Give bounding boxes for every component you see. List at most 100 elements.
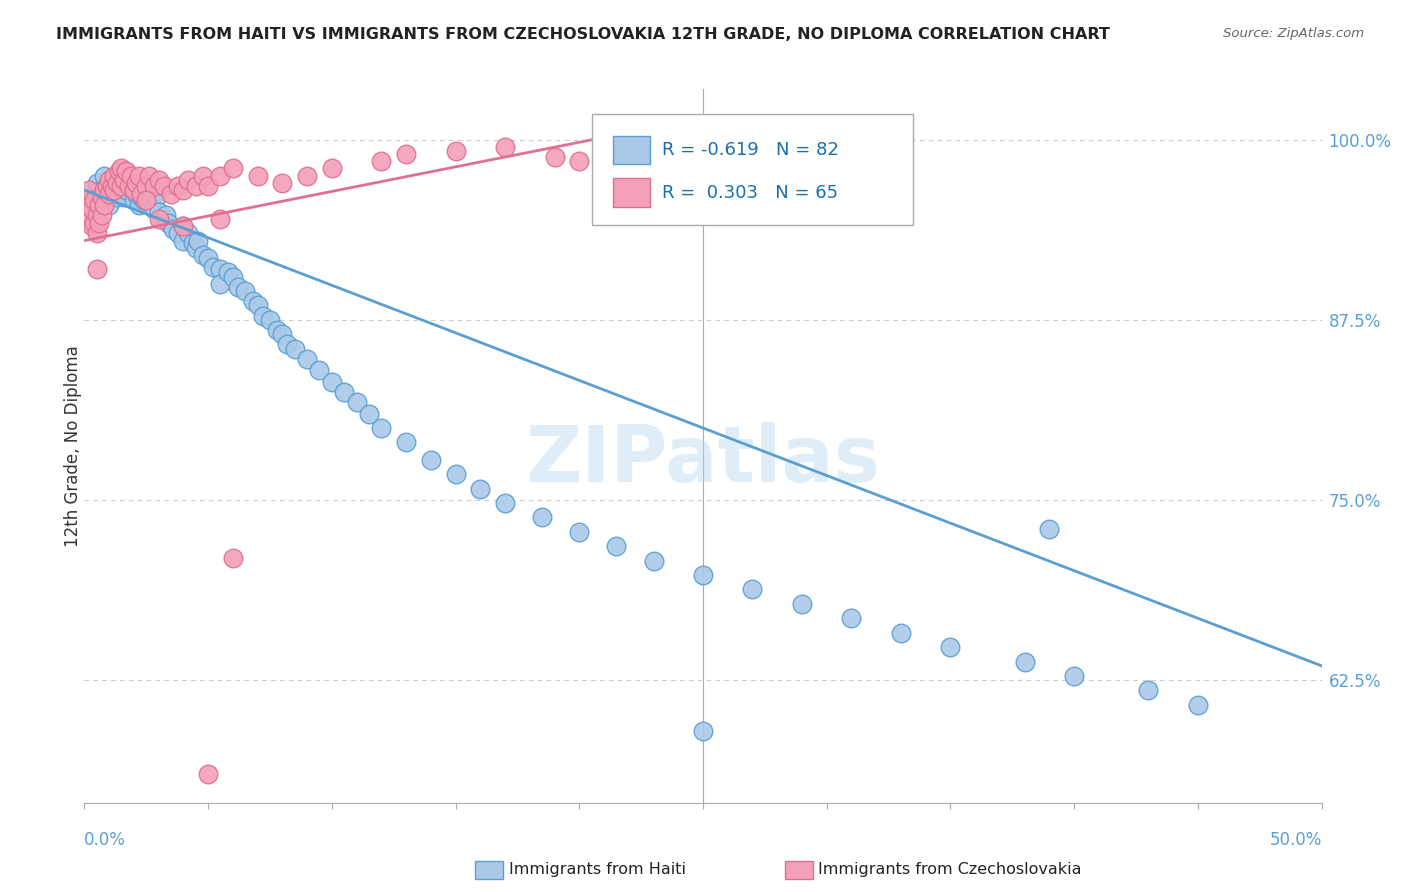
Point bbox=[120, 178, 142, 193]
Point bbox=[135, 178, 157, 193]
Point bbox=[209, 277, 232, 291]
Point bbox=[83, 216, 105, 230]
Point bbox=[155, 208, 177, 222]
Point bbox=[494, 496, 516, 510]
Point bbox=[284, 342, 307, 356]
Point bbox=[135, 193, 157, 207]
Point bbox=[115, 164, 138, 178]
Point bbox=[643, 553, 665, 567]
Text: IMMIGRANTS FROM HAITI VS IMMIGRANTS FROM CZECHOSLOVAKIA 12TH GRADE, NO DIPLOMA C: IMMIGRANTS FROM HAITI VS IMMIGRANTS FROM… bbox=[56, 27, 1111, 42]
Point bbox=[98, 187, 121, 202]
Point bbox=[100, 176, 122, 190]
Point bbox=[110, 178, 132, 193]
Point bbox=[209, 262, 232, 277]
Point bbox=[152, 211, 174, 226]
Point bbox=[112, 190, 135, 204]
Point bbox=[89, 197, 111, 211]
Point bbox=[148, 173, 170, 187]
Point bbox=[246, 169, 269, 183]
Point bbox=[308, 363, 330, 377]
Point bbox=[470, 482, 492, 496]
Point bbox=[142, 178, 165, 193]
Text: 50.0%: 50.0% bbox=[1270, 831, 1322, 849]
Point bbox=[90, 208, 112, 222]
Point bbox=[160, 187, 183, 202]
Point bbox=[167, 178, 190, 193]
Text: R = -0.619   N = 82: R = -0.619 N = 82 bbox=[662, 141, 839, 159]
Point bbox=[128, 197, 150, 211]
Point bbox=[187, 234, 209, 248]
Point bbox=[152, 178, 174, 193]
Point bbox=[89, 216, 111, 230]
Point bbox=[395, 435, 418, 450]
Point bbox=[419, 452, 441, 467]
Point bbox=[222, 161, 245, 176]
Point bbox=[568, 524, 591, 539]
Point bbox=[202, 260, 225, 274]
Point bbox=[197, 251, 219, 265]
Point bbox=[197, 178, 219, 193]
Point bbox=[93, 183, 115, 197]
Point bbox=[184, 241, 207, 255]
Point bbox=[172, 219, 194, 234]
Text: ZIPatlas: ZIPatlas bbox=[526, 422, 880, 499]
Point bbox=[100, 178, 122, 193]
Point bbox=[96, 178, 118, 193]
Point bbox=[741, 582, 763, 597]
Point bbox=[333, 384, 356, 399]
Point bbox=[115, 183, 138, 197]
Point bbox=[148, 211, 170, 226]
Text: Immigrants from Haiti: Immigrants from Haiti bbox=[509, 863, 686, 877]
Point bbox=[790, 597, 813, 611]
Point bbox=[110, 161, 132, 176]
Point bbox=[86, 227, 108, 241]
Point bbox=[177, 227, 200, 241]
Point bbox=[181, 236, 204, 251]
Point bbox=[105, 176, 128, 190]
Point bbox=[118, 176, 141, 190]
Point bbox=[122, 193, 145, 207]
Point bbox=[138, 169, 160, 183]
Point bbox=[346, 395, 368, 409]
Point bbox=[162, 222, 184, 236]
Point bbox=[122, 183, 145, 197]
Point bbox=[105, 190, 128, 204]
Point bbox=[890, 625, 912, 640]
Point bbox=[370, 421, 392, 435]
Point bbox=[108, 164, 131, 178]
Point bbox=[129, 187, 152, 202]
Point bbox=[395, 147, 418, 161]
Text: Source: ZipAtlas.com: Source: ZipAtlas.com bbox=[1223, 27, 1364, 40]
Point bbox=[209, 211, 232, 226]
Point bbox=[246, 298, 269, 312]
Point bbox=[271, 327, 294, 342]
Point bbox=[226, 279, 249, 293]
Point bbox=[939, 640, 962, 654]
Point bbox=[118, 178, 141, 193]
Point bbox=[568, 154, 591, 169]
Point bbox=[321, 375, 343, 389]
FancyBboxPatch shape bbox=[592, 114, 914, 225]
Point bbox=[444, 467, 467, 482]
Point bbox=[138, 190, 160, 204]
Point bbox=[370, 154, 392, 169]
Point bbox=[271, 176, 294, 190]
Point bbox=[110, 169, 132, 183]
Point bbox=[1063, 669, 1085, 683]
Point bbox=[209, 169, 232, 183]
Point bbox=[125, 187, 148, 202]
Point bbox=[132, 193, 155, 207]
Point bbox=[142, 202, 165, 216]
Point bbox=[86, 262, 108, 277]
Point bbox=[145, 190, 167, 204]
Point bbox=[96, 178, 118, 193]
Point bbox=[252, 309, 274, 323]
Point bbox=[135, 183, 157, 197]
Point bbox=[1038, 522, 1060, 536]
Point bbox=[242, 294, 264, 309]
FancyBboxPatch shape bbox=[613, 178, 650, 207]
Point bbox=[141, 193, 163, 207]
Point bbox=[295, 169, 318, 183]
Point bbox=[90, 183, 112, 197]
Point bbox=[295, 351, 318, 366]
